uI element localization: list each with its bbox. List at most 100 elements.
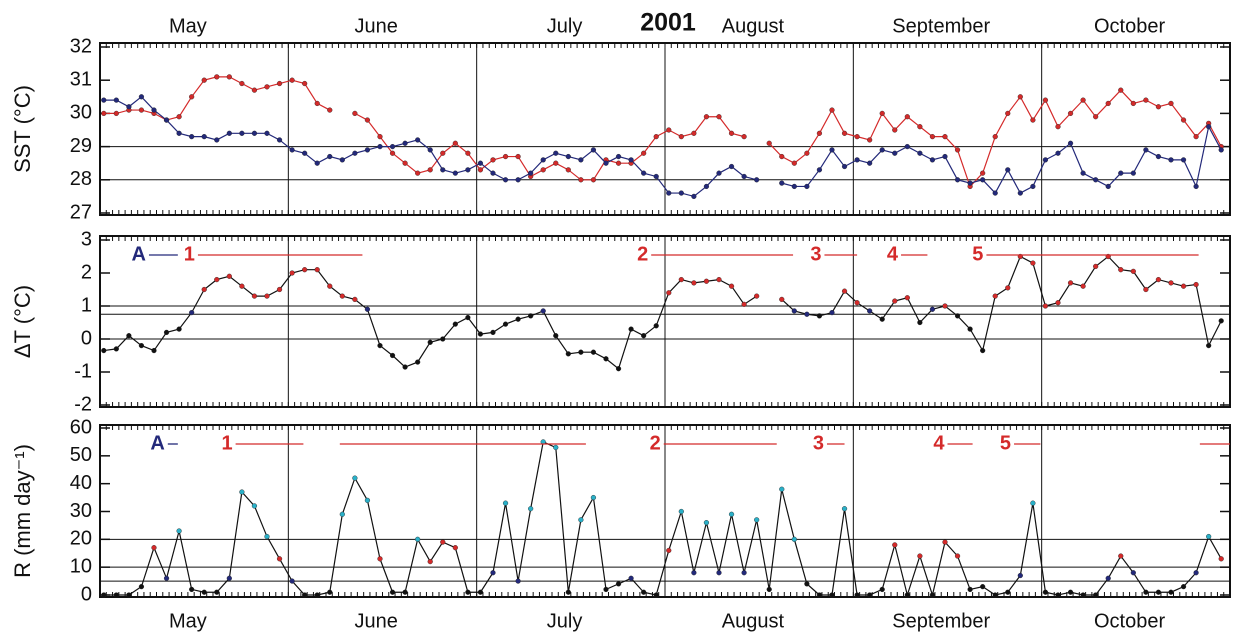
data-point — [239, 283, 245, 289]
data-point — [678, 508, 684, 515]
data-point — [1130, 570, 1136, 576]
data-point — [1067, 280, 1074, 286]
data-point — [1155, 104, 1162, 110]
data-point — [1130, 100, 1136, 107]
data-point — [427, 167, 433, 173]
month-label: May — [169, 610, 207, 632]
data-point — [841, 130, 848, 136]
data-point — [1168, 100, 1174, 107]
data-point — [314, 592, 320, 598]
data-point — [239, 130, 245, 136]
data-point — [1118, 87, 1124, 93]
data-point — [163, 117, 170, 123]
data-point — [829, 107, 835, 113]
data-point — [276, 286, 283, 293]
data-point — [942, 153, 948, 160]
data-point — [101, 97, 107, 103]
data-point — [615, 366, 622, 372]
data-point — [264, 293, 270, 299]
data-point — [1143, 97, 1149, 103]
data-point — [603, 160, 609, 166]
data-point — [553, 160, 559, 166]
data-point — [791, 536, 797, 542]
data-point — [728, 283, 735, 289]
data-point — [1005, 110, 1011, 117]
data-point — [176, 528, 182, 534]
data-point — [163, 575, 170, 581]
data-point — [641, 170, 647, 176]
data-point — [1168, 589, 1174, 595]
data-point — [138, 584, 145, 590]
data-point — [352, 110, 358, 117]
data-point — [113, 97, 119, 103]
data-point — [1155, 277, 1162, 283]
data-point — [465, 589, 471, 595]
y-tick-label: 30 — [70, 500, 92, 522]
data-point — [302, 592, 308, 598]
data-point — [816, 167, 823, 173]
data-point — [1218, 556, 1224, 562]
y-tick-label: 40 — [70, 472, 92, 494]
data-point — [163, 329, 170, 336]
data-point — [1093, 592, 1099, 598]
data-point — [1143, 589, 1149, 595]
data-point — [502, 500, 509, 506]
data-point — [1055, 150, 1061, 156]
month-label: May — [169, 15, 207, 37]
data-point — [703, 114, 710, 120]
y-tick-label: 29 — [70, 135, 92, 157]
data-point — [440, 167, 446, 173]
data-point — [553, 444, 559, 451]
data-point — [967, 326, 973, 332]
data-point — [276, 80, 283, 87]
data-point — [364, 497, 371, 503]
data-point — [565, 153, 571, 160]
data-point — [201, 589, 207, 595]
y-tick-label: 60 — [70, 416, 92, 438]
data-point — [904, 592, 910, 598]
data-point — [214, 137, 220, 143]
data-point — [226, 130, 232, 136]
data-point — [942, 303, 948, 309]
data-point — [666, 127, 672, 133]
data-point — [1017, 190, 1023, 196]
data-point — [339, 511, 345, 517]
month-label: July — [547, 610, 583, 632]
data-point — [314, 100, 320, 107]
y-tick-label: 0 — [81, 327, 92, 349]
data-point — [841, 288, 848, 294]
data-point — [1005, 285, 1011, 291]
data-point — [854, 134, 860, 140]
data-point — [779, 296, 785, 303]
data-point — [415, 170, 421, 176]
data-point — [1206, 343, 1212, 349]
data-point — [565, 351, 571, 357]
data-point — [1042, 97, 1049, 103]
data-point — [791, 183, 797, 190]
data-point — [477, 589, 484, 595]
data-point — [339, 293, 345, 299]
data-point — [1118, 553, 1124, 559]
data-point — [1105, 100, 1111, 107]
data-point — [1030, 260, 1036, 266]
data-point — [1130, 170, 1136, 176]
data-point — [214, 277, 220, 283]
data-point — [841, 163, 848, 170]
y-tick-label: 2 — [81, 261, 92, 283]
data-point — [917, 319, 923, 326]
series-line — [103, 269, 757, 370]
data-point — [1143, 147, 1149, 153]
data-point — [892, 542, 898, 548]
data-point — [452, 321, 458, 327]
data-point — [389, 589, 396, 595]
event-label: 2 — [650, 432, 661, 454]
data-point — [954, 147, 961, 153]
y-tick-label: 3 — [81, 228, 92, 250]
month-label: July — [547, 15, 583, 37]
data-point — [1180, 283, 1187, 289]
data-point — [314, 160, 320, 166]
data-point — [528, 313, 534, 319]
data-point — [402, 589, 408, 595]
month-label: August — [722, 610, 785, 632]
